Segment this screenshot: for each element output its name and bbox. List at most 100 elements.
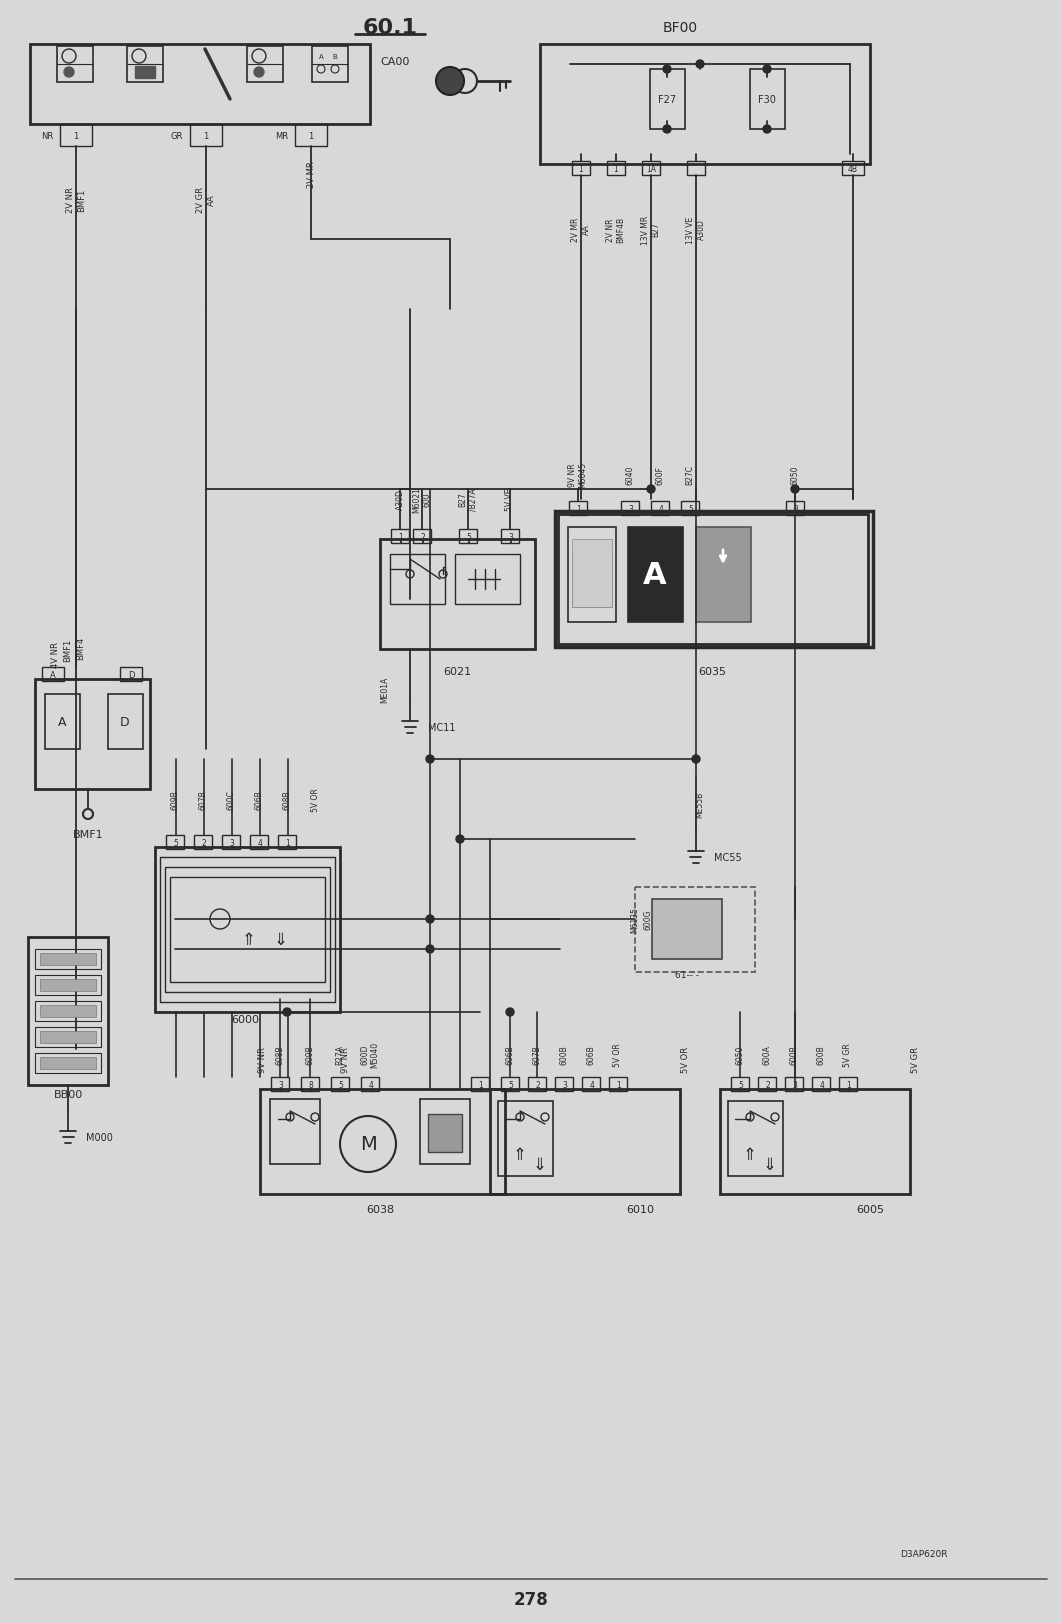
Text: 4V NR: 4V NR: [51, 641, 59, 667]
Text: 4: 4: [820, 1079, 824, 1089]
Bar: [758, 1078, 776, 1091]
Text: 609B: 609B: [306, 1045, 314, 1065]
Bar: [572, 576, 612, 607]
Text: BMF4: BMF4: [76, 636, 86, 659]
Bar: [331, 1078, 349, 1091]
Bar: [35, 1001, 101, 1021]
Bar: [40, 1005, 96, 1018]
Text: 1: 1: [398, 532, 404, 540]
Bar: [650, 70, 685, 130]
Text: 4: 4: [369, 1079, 374, 1089]
Text: NR: NR: [40, 131, 53, 141]
Text: A: A: [319, 54, 323, 60]
Bar: [498, 1102, 553, 1177]
Text: MC11: MC11: [428, 722, 456, 732]
Circle shape: [763, 67, 771, 75]
Bar: [607, 162, 626, 175]
Bar: [312, 47, 348, 83]
Text: ⇑: ⇑: [241, 930, 255, 948]
Text: 6050: 6050: [736, 1045, 744, 1065]
Bar: [569, 502, 587, 516]
Bar: [652, 899, 722, 959]
Circle shape: [426, 756, 434, 763]
Text: 8: 8: [309, 1079, 313, 1089]
Bar: [270, 1099, 320, 1164]
Circle shape: [791, 485, 799, 493]
Bar: [361, 1078, 379, 1091]
Circle shape: [506, 1008, 514, 1016]
Text: F30: F30: [758, 94, 776, 105]
Text: 2: 2: [535, 1079, 541, 1089]
Bar: [572, 162, 590, 175]
Text: 1: 1: [73, 131, 79, 141]
Bar: [687, 162, 705, 175]
Text: F27: F27: [658, 94, 676, 105]
Bar: [120, 667, 142, 682]
Bar: [455, 555, 520, 605]
Text: 3: 3: [229, 837, 235, 847]
Bar: [160, 857, 335, 1003]
Bar: [419, 1099, 470, 1164]
Bar: [222, 836, 240, 849]
Bar: [731, 1078, 749, 1091]
Text: 8: 8: [793, 505, 799, 513]
Text: 3: 3: [278, 1079, 284, 1089]
Circle shape: [282, 1008, 291, 1016]
Text: 1: 1: [308, 131, 313, 141]
Text: 5: 5: [466, 532, 472, 540]
Text: 2V MR
AA: 2V MR AA: [571, 217, 590, 242]
Text: 6050: 6050: [790, 464, 800, 484]
Bar: [490, 1089, 680, 1195]
Bar: [165, 867, 330, 992]
Text: ⇑: ⇑: [743, 1146, 757, 1164]
Bar: [380, 540, 535, 649]
Circle shape: [436, 68, 464, 96]
Text: 1: 1: [617, 1079, 621, 1089]
Bar: [127, 47, 162, 83]
Text: 609B: 609B: [171, 790, 179, 810]
Text: 1: 1: [286, 837, 290, 847]
Text: 3: 3: [563, 1079, 567, 1089]
Text: 3: 3: [509, 532, 513, 540]
Circle shape: [64, 68, 74, 78]
Text: 2V NR
BMF1: 2V NR BMF1: [66, 187, 86, 213]
Text: 6010: 6010: [626, 1204, 654, 1214]
Bar: [727, 1102, 783, 1177]
Text: 606B: 606B: [506, 1045, 514, 1065]
Text: 606B: 606B: [586, 1045, 596, 1065]
Text: ⇑: ⇑: [513, 1146, 527, 1164]
Bar: [572, 588, 612, 607]
Bar: [572, 563, 612, 607]
Bar: [57, 47, 93, 83]
Text: 6040: 6040: [626, 464, 634, 484]
Text: 9V NR
M6045: 9V NR M6045: [568, 461, 587, 489]
Text: 6021: 6021: [443, 667, 472, 677]
Text: A: A: [644, 560, 667, 589]
Text: 2: 2: [421, 532, 426, 540]
Text: 1: 1: [479, 1079, 483, 1089]
Text: 60.1: 60.1: [362, 18, 417, 37]
Text: 4: 4: [658, 505, 664, 513]
Text: 9V NR: 9V NR: [341, 1047, 349, 1073]
Bar: [271, 1078, 289, 1091]
Bar: [558, 514, 868, 644]
Text: B27C: B27C: [685, 464, 695, 485]
Bar: [190, 125, 222, 148]
Text: A30D: A30D: [395, 489, 405, 510]
Text: M000: M000: [86, 1133, 113, 1143]
Bar: [35, 975, 101, 995]
Text: D: D: [127, 670, 134, 678]
Text: ⇓: ⇓: [764, 1156, 777, 1173]
Text: BB00: BB00: [53, 1089, 83, 1099]
Text: 6000: 6000: [232, 1014, 259, 1024]
Text: CA00: CA00: [380, 57, 409, 67]
Bar: [45, 695, 80, 750]
Circle shape: [663, 67, 671, 75]
Bar: [555, 1078, 573, 1091]
Bar: [59, 125, 92, 148]
Bar: [40, 979, 96, 992]
Text: ME55B: ME55B: [696, 792, 704, 818]
Circle shape: [426, 915, 434, 923]
Bar: [28, 938, 108, 1086]
Bar: [391, 529, 409, 544]
